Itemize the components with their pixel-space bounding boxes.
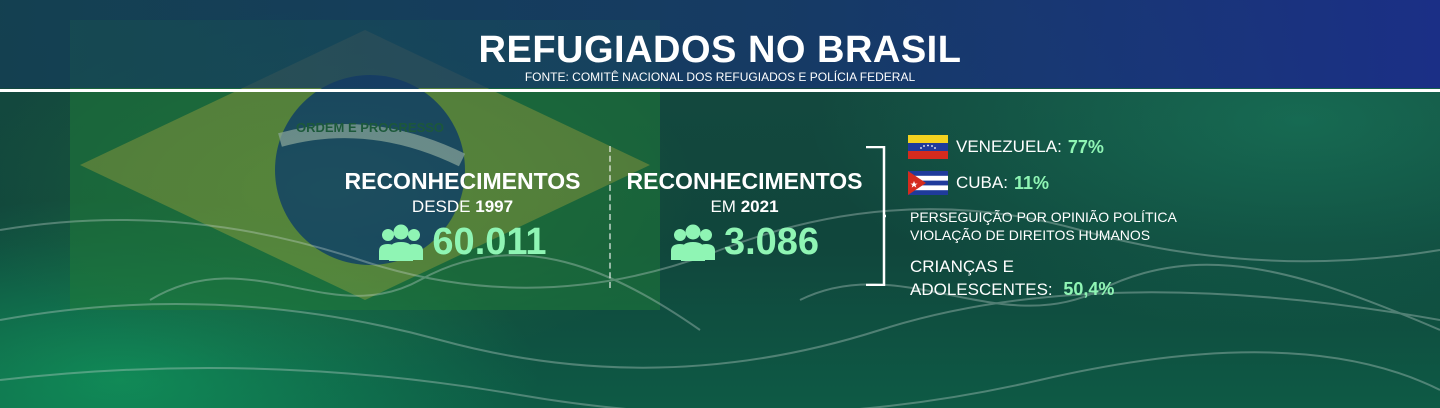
venezuela-flag-icon (908, 135, 948, 159)
header-divider (0, 89, 1440, 92)
stat-value-row: 3.086 (612, 221, 877, 264)
stat-number: 60.011 (432, 221, 547, 263)
people-icon (379, 224, 424, 261)
country-percent: 77% (1067, 136, 1104, 157)
stat-label: RECONHECIMENTOS (344, 168, 581, 194)
country-name: CUBA: (956, 173, 1008, 192)
children-stat: CRIANÇAS E ADOLESCENTES: 50,4% (910, 256, 1114, 301)
source-note: FONTE: COMITÊ NACIONAL DOS REFUGIADOS E … (524, 70, 916, 84)
stat-divider (609, 146, 611, 288)
children-label-line2: ADOLESCENTES: (910, 280, 1053, 299)
stat-subtitle: DESDE 1997 (330, 197, 595, 217)
reason-item: VIOLAÇÃO DE DIREITOS HUMANOS (910, 227, 1151, 243)
reasons-list: PERSEGUIÇÃO POR OPINIÃO POLÍTICA VIOLAÇÃ… (910, 208, 1177, 244)
country-cuba: CUBA: 11% (908, 171, 1049, 195)
children-label-line1: CRIANÇAS E (910, 257, 1014, 276)
reason-item: PERSEGUIÇÃO POR OPINIÃO POLÍTICA (910, 209, 1177, 225)
stat-sub-prefix: DESDE (411, 197, 471, 216)
country-venezuela: VENEZUELA: 77% (908, 135, 1104, 159)
stat-label: RECONHECIMENTOS (626, 168, 863, 194)
bracket (866, 146, 886, 286)
stat-2021: RECONHECIMENTOS EM 2021 3.086 (612, 168, 877, 264)
country-percent: 11% (1013, 172, 1050, 193)
children-label-line2-row: ADOLESCENTES: 50,4% (910, 278, 1114, 301)
country-name: VENEZUELA: (956, 137, 1062, 156)
stat-sub-year: 2021 (740, 197, 779, 216)
page-title: REFUGIADOS NO BRASIL (478, 29, 962, 71)
cuba-flag-icon (908, 171, 948, 195)
people-icon (670, 224, 715, 261)
stat-number: 3.086 (723, 221, 820, 263)
header-bar (0, 0, 1440, 88)
stat-sub-prefix: EM (710, 197, 736, 216)
stat-value-row: 60.011 (330, 221, 595, 264)
stat-subtitle: EM 2021 (612, 197, 877, 217)
stat-since-1997: RECONHECIMENTOS DESDE 1997 60.011 (330, 168, 595, 264)
children-percent: 50,4% (1063, 279, 1115, 299)
flag-motto: ORDEM E PROGRESSO (296, 120, 444, 135)
stat-sub-year: 1997 (475, 197, 514, 216)
